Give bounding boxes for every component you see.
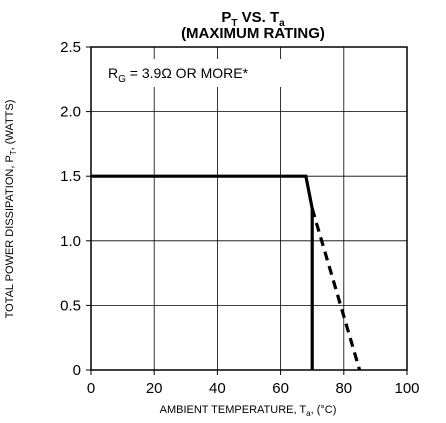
x-tick-label: 100	[394, 380, 419, 397]
grid	[91, 47, 407, 370]
y-tick-label: 1.0	[60, 233, 81, 250]
x-tick-label: 60	[272, 380, 289, 397]
axis-ticks: 0 20 40 60 80 100 0 0.5 1.0 1.5 2.0 2.5	[60, 39, 419, 397]
plot-frame	[90, 46, 408, 371]
chart-title: PT VS. Ta	[221, 9, 285, 29]
x-axis-label: AMBIENT TEMPERATURE, Ta, (°C)	[160, 404, 337, 418]
derating-line-dashed	[310, 208, 362, 371]
x-tick-label: 80	[335, 380, 352, 397]
y-tick-label: 0	[73, 362, 81, 379]
x-tick-label: 0	[87, 380, 95, 397]
y-axis-label: TOTAL POWER DISSIPATION, PT, (WATTS)	[4, 100, 18, 319]
y-tick-label: 2.5	[60, 39, 81, 56]
y-tick-label: 2.0	[60, 104, 81, 121]
x-tick-label: 40	[209, 380, 226, 397]
series-group	[91, 174, 362, 371]
power-dissipation-line	[91, 174, 314, 370]
annotation-box	[98, 59, 283, 87]
chart-subtitle: (MAXIMUM RATING)	[181, 25, 325, 42]
y-tick-label: 0.5	[60, 297, 81, 314]
annotation: RG = 3.9Ω OR MORE*	[108, 65, 249, 85]
x-tick-label: 20	[146, 380, 163, 397]
y-tick-label: 1.5	[60, 168, 81, 185]
